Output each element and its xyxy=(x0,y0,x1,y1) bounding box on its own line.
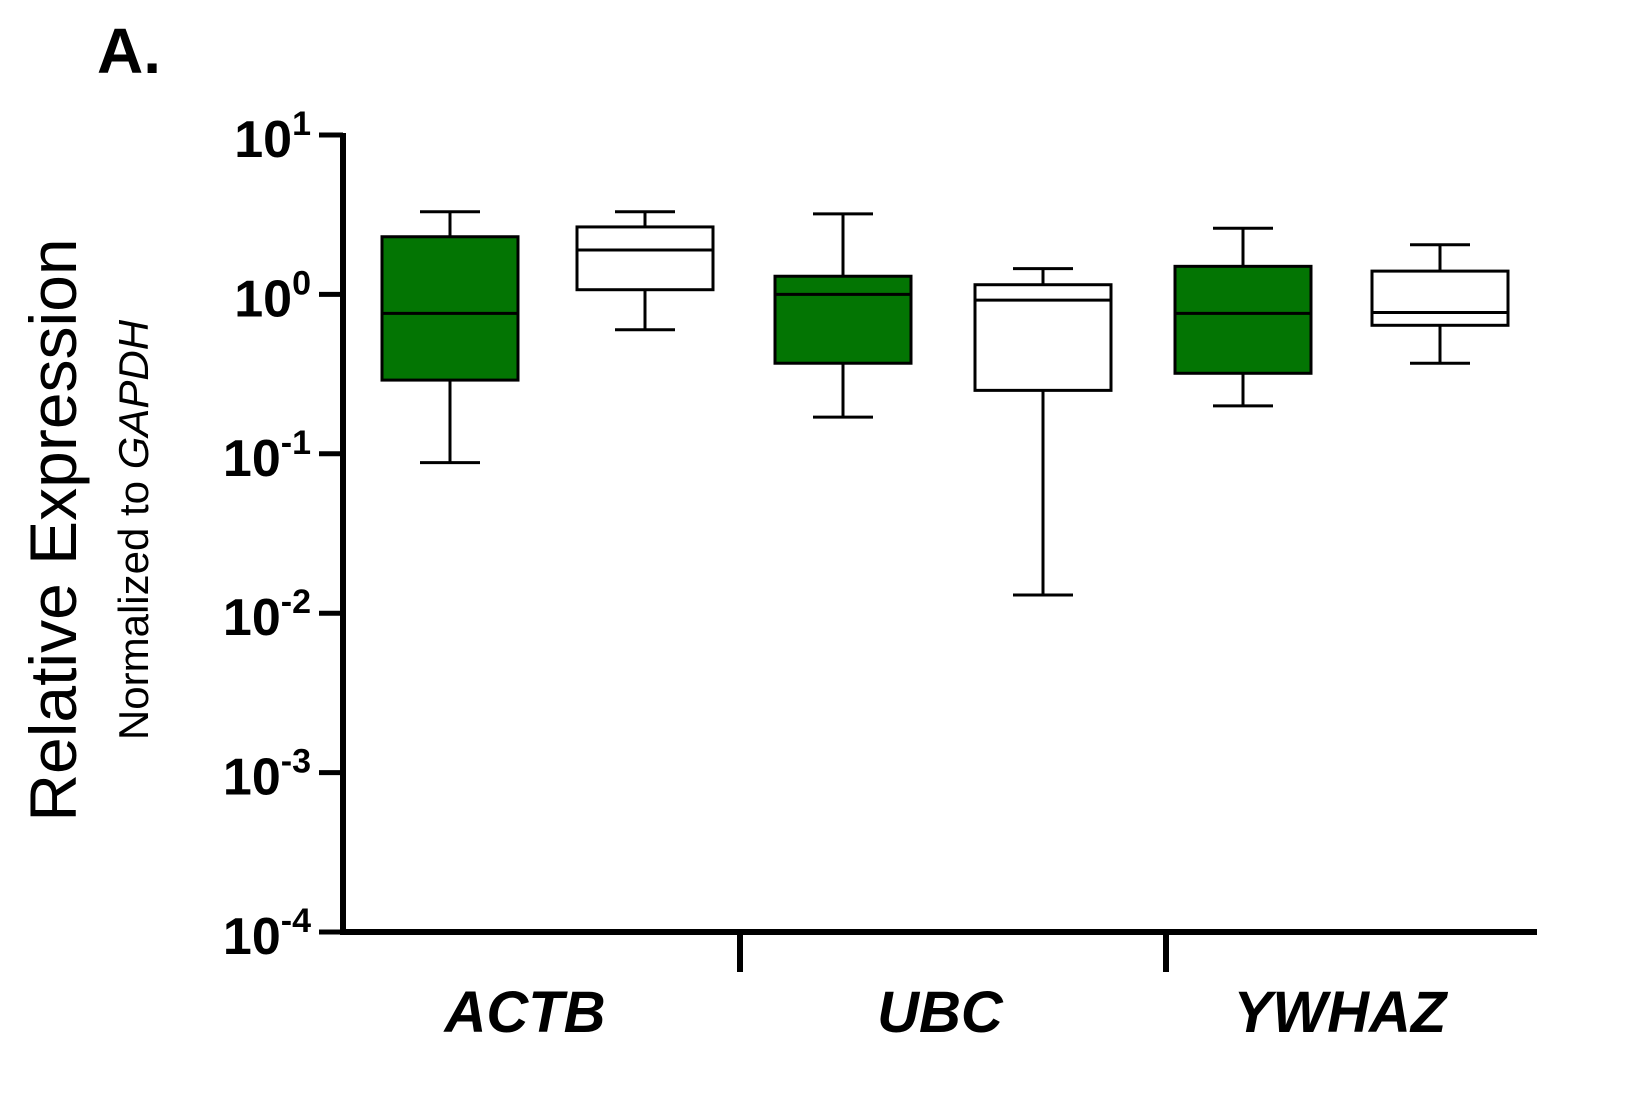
box-iqr xyxy=(1173,264,1313,375)
y-tick-label: 10-1 xyxy=(223,424,311,488)
box-iqr xyxy=(973,283,1113,392)
y-axis-title: Relative Expression Normalized to GAPDH xyxy=(16,238,157,821)
y-tick-base: 10 xyxy=(223,908,281,966)
y-tick-base: 10 xyxy=(223,589,281,647)
panel-label: A. xyxy=(97,15,161,87)
x-category-label: YWHAZ xyxy=(1234,980,1449,1045)
y-tick-base: 10 xyxy=(223,430,281,488)
y-axis-sublabel-prefix: Normalized to xyxy=(110,469,157,740)
y-tick-label: 10-4 xyxy=(223,902,311,966)
y-axis-sublabel-gene: GAPDH xyxy=(110,319,157,469)
x-category-label: ACTB xyxy=(442,980,605,1045)
y-tick-label: 100 xyxy=(234,264,311,328)
y-tick-label: 10-3 xyxy=(223,743,311,807)
y-tick-base: 10 xyxy=(223,749,281,807)
y-tick-base: 10 xyxy=(234,111,292,169)
y-tick-exponent: 1 xyxy=(292,105,311,143)
y-tick-base: 10 xyxy=(234,270,292,328)
y-tick-exponent: 0 xyxy=(292,264,311,302)
box-iqr xyxy=(1370,269,1510,327)
y-axis-label: Relative Expression xyxy=(16,238,90,821)
box-iqr xyxy=(575,225,715,292)
box-iqr xyxy=(380,235,520,382)
y-tick-exponent: -1 xyxy=(281,424,311,462)
y-tick-exponent: -2 xyxy=(281,583,311,621)
box-iqr xyxy=(773,274,913,365)
y-tick-exponent: -4 xyxy=(281,902,311,940)
x-category-label: UBC xyxy=(877,980,1004,1045)
y-tick-exponent: -3 xyxy=(281,743,311,781)
y-axis-sublabel: Normalized to GAPDH xyxy=(110,319,157,740)
y-tick-label: 10-2 xyxy=(223,583,311,647)
y-tick-label: 101 xyxy=(234,105,311,169)
